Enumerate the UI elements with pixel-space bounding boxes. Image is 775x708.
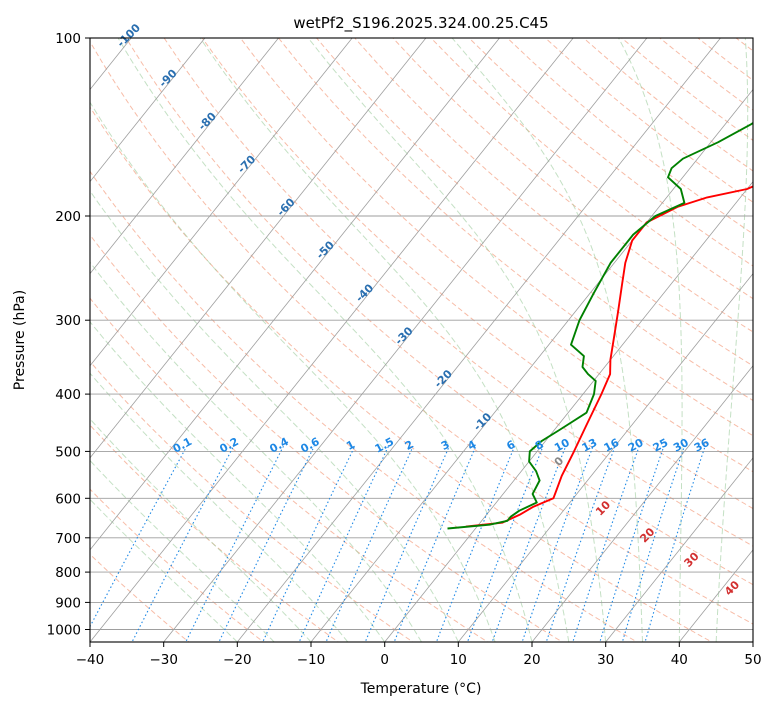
dry-adiabat [240,38,753,473]
moist-adiabat [90,101,496,642]
mixing-ratio-line [644,446,706,642]
x-tick-label: −40 [76,652,105,668]
mixing-ratio-line [521,446,594,642]
y-tick-label: 1000 [47,623,81,639]
isotherm [531,365,753,642]
moist-adiabat [90,372,349,642]
isotherm [90,38,574,642]
moist-adiabat [307,38,607,642]
isotherm [163,38,648,642]
mixing-ratio-line [621,446,685,642]
background-lines [90,38,753,642]
y-tick-label: 800 [55,565,81,581]
x-tick-label: 30 [597,652,614,668]
y-tick-label: 300 [55,313,81,329]
dry-adiabat [354,38,753,367]
isotherm [90,38,279,275]
x-tick-label: −30 [149,652,178,668]
mixing-ratio-line [572,446,640,642]
dry-adiabat [316,38,753,402]
x-axis-ticks: −40 −30 −20 −10 0 10 20 30 40 50 [76,642,762,668]
moist-adiabat [117,38,533,642]
x-axis-label: Temperature (°C) [360,681,482,697]
moist-adiabat [90,459,275,642]
mixing-ratio-label: 13 [580,436,600,455]
mixing-ratio-label: 36 [692,436,712,455]
data-series [447,121,753,530]
mixing-ratio-label: 25 [651,436,671,455]
mixing-ratio-line [218,445,315,642]
x-tick-label: 50 [744,652,761,668]
x-tick-label: 0 [380,652,389,668]
mixing-ratio-label: 16 [602,436,622,455]
y-tick-label: 900 [55,595,81,611]
chart-title: wetPf2_S196.2025.324.00.25.C45 [293,14,548,33]
y-tick-label: 500 [55,444,81,460]
isotherm [90,38,206,183]
mixing-ratio-line [435,445,516,642]
isotherm [90,38,427,459]
x-tick-label: 10 [450,652,467,668]
moist-adiabat [618,38,683,642]
moist-adiabat [451,38,643,642]
y-tick-label: 700 [55,531,81,547]
mixing-ratio-line [298,445,389,642]
mixing-ratio-line [393,445,477,642]
mixing-ratio-label: 20 [626,436,646,455]
dry-adiabat [90,424,340,642]
isotherm [236,38,721,642]
x-tick-label: −20 [223,652,252,668]
y-tick-label: 100 [55,31,81,47]
series-line-dewpoint [447,121,753,530]
isotherm [605,457,753,642]
series-line-temperature [465,185,753,528]
moist-adiabat [90,190,459,642]
plot-frame [89,37,754,643]
y-axis-ticks: 100 200 300 400 500 600 700 800 900 1000 [47,31,90,639]
dry-adiabat [201,38,753,510]
mixing-ratio-line [262,445,356,642]
mixing-ratio-label: 30 [671,436,691,455]
y-tick-label: 600 [55,491,81,507]
moist-adiabat [90,261,422,642]
x-tick-label: 20 [523,652,540,668]
moist-adiabat [715,38,749,642]
isotherm [90,38,500,551]
moist-adiabat [90,321,386,642]
isotherm [90,38,353,367]
dry-adiabat [163,38,753,547]
mixing-ratio-line [90,445,188,628]
x-tick-label: 40 [671,652,688,668]
mixing-ratio-label: 10 [552,436,572,455]
dry-adiabat [125,38,753,586]
y-axis-label: Pressure (hPa) [12,290,28,390]
isotherm [310,88,753,642]
mixing-ratio-line [545,446,616,642]
isotherm [384,180,753,642]
dry-adiabat [90,234,564,642]
y-tick-label: 400 [55,387,81,403]
x-tick-label: −10 [297,652,326,668]
y-tick-label: 200 [55,209,81,225]
mixing-ratio-line [599,446,665,642]
isotherm [457,272,753,642]
